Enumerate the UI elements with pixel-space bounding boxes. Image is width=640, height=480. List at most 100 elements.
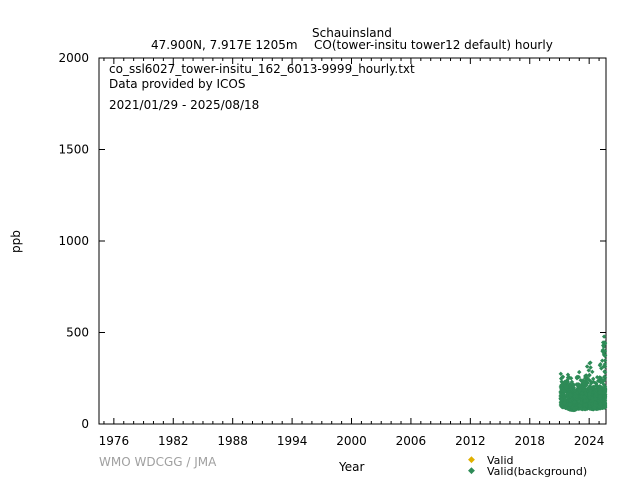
data-point <box>587 372 592 378</box>
data-point <box>574 376 580 381</box>
data-point <box>601 344 607 350</box>
data-point <box>570 382 576 387</box>
data-point <box>602 348 608 354</box>
data-point <box>582 406 587 412</box>
data-point <box>568 387 573 392</box>
chart-points <box>558 334 608 413</box>
data-point <box>565 395 570 400</box>
legend-marker-valid-background: ◆ <box>468 466 475 476</box>
data-point <box>562 400 567 406</box>
data-point <box>577 388 582 393</box>
x-tick-label: 2012 <box>455 434 486 448</box>
data-point <box>597 386 602 392</box>
data-point <box>579 391 585 396</box>
data-point <box>572 394 577 399</box>
x-tick-label: 2000 <box>336 434 367 448</box>
data-point <box>582 394 587 400</box>
data-point <box>602 396 608 402</box>
legend-label-valid: Valid <box>487 454 514 467</box>
data-period: 2021/01/29 - 2025/08/18 <box>109 98 260 112</box>
legend-label-valid-background: Valid(background) <box>487 465 588 478</box>
data-provider: Data provided by ICOS <box>109 77 246 91</box>
data-point <box>587 403 593 409</box>
x-tick-label: 2006 <box>396 434 427 448</box>
data-point <box>579 396 585 402</box>
data-point <box>601 382 607 388</box>
data-point <box>565 392 570 397</box>
data-point <box>600 347 605 353</box>
data-point <box>590 402 595 407</box>
x-tick-label: 1988 <box>217 434 248 448</box>
data-point <box>589 390 595 395</box>
credit-text: WMO WDCGG / JMA <box>99 455 217 469</box>
data-point <box>602 341 608 346</box>
y-tick-label: 0 <box>81 417 89 431</box>
data-point <box>601 385 607 391</box>
legend-marker-valid: ◆ <box>468 455 475 465</box>
chart-location: 47.900N, 7.917E 1205m <box>151 38 298 52</box>
data-point <box>584 364 590 369</box>
data-point <box>602 358 608 363</box>
y-tick-label: 2000 <box>58 51 89 65</box>
data-point <box>562 389 567 394</box>
data-point <box>586 368 591 373</box>
data-point <box>592 402 598 408</box>
data-point <box>587 377 592 383</box>
y-tick-label: 500 <box>66 326 89 340</box>
data-point <box>585 375 590 381</box>
data-point <box>582 381 587 387</box>
data-point <box>558 371 563 377</box>
data-point <box>561 392 566 397</box>
data-point <box>591 376 596 382</box>
data-point <box>567 382 573 388</box>
data-point <box>562 379 567 385</box>
data-point <box>579 394 584 399</box>
data-point <box>558 376 564 381</box>
y-axis-label: ppb <box>9 230 23 253</box>
legend: ◆ Valid ◆ Valid(background) <box>466 454 636 478</box>
data-point <box>568 376 574 381</box>
data-point <box>570 396 575 402</box>
data-point <box>592 396 598 401</box>
data-point <box>593 391 599 397</box>
data-point <box>593 380 599 386</box>
data-point <box>582 386 587 391</box>
data-point <box>602 369 608 375</box>
x-axis-label: Year <box>339 460 365 474</box>
data-point <box>572 399 577 405</box>
x-tick-label: 2024 <box>574 434 605 448</box>
data-point <box>577 403 583 409</box>
data-point <box>600 380 605 385</box>
data-point <box>568 392 573 398</box>
data-point <box>583 377 589 383</box>
data-point <box>577 369 582 375</box>
data-point <box>600 358 605 363</box>
data-point <box>587 391 592 397</box>
data-point <box>588 365 593 370</box>
data-point <box>602 364 608 369</box>
data-point <box>579 400 584 406</box>
chart-axes: 0 500 1000 1500 2000 1976 1982 1988 1994 2000 2006… <box>58 51 607 448</box>
data-point <box>602 353 608 358</box>
data-point <box>601 334 607 339</box>
data-point <box>598 376 604 382</box>
plot-frame <box>98 57 607 425</box>
data-point <box>590 369 595 375</box>
data-point <box>598 401 603 407</box>
data-point <box>564 385 570 390</box>
data-point <box>582 402 588 408</box>
data-point <box>601 390 607 395</box>
y-tick-label: 1500 <box>58 143 89 157</box>
data-point <box>559 397 564 402</box>
data-point <box>588 385 593 390</box>
data-point <box>602 401 607 406</box>
data-point <box>596 378 601 384</box>
data-point <box>602 377 607 383</box>
data-point <box>584 392 589 397</box>
data-point <box>572 388 577 393</box>
file-name: co_ssl6027_tower-insitu_162_6013-9999_ho… <box>109 62 415 76</box>
data-point <box>582 398 588 404</box>
chart-series-description: CO(tower-insitu tower12 default) hourly <box>314 38 553 52</box>
x-tick-label: 2018 <box>514 434 545 448</box>
